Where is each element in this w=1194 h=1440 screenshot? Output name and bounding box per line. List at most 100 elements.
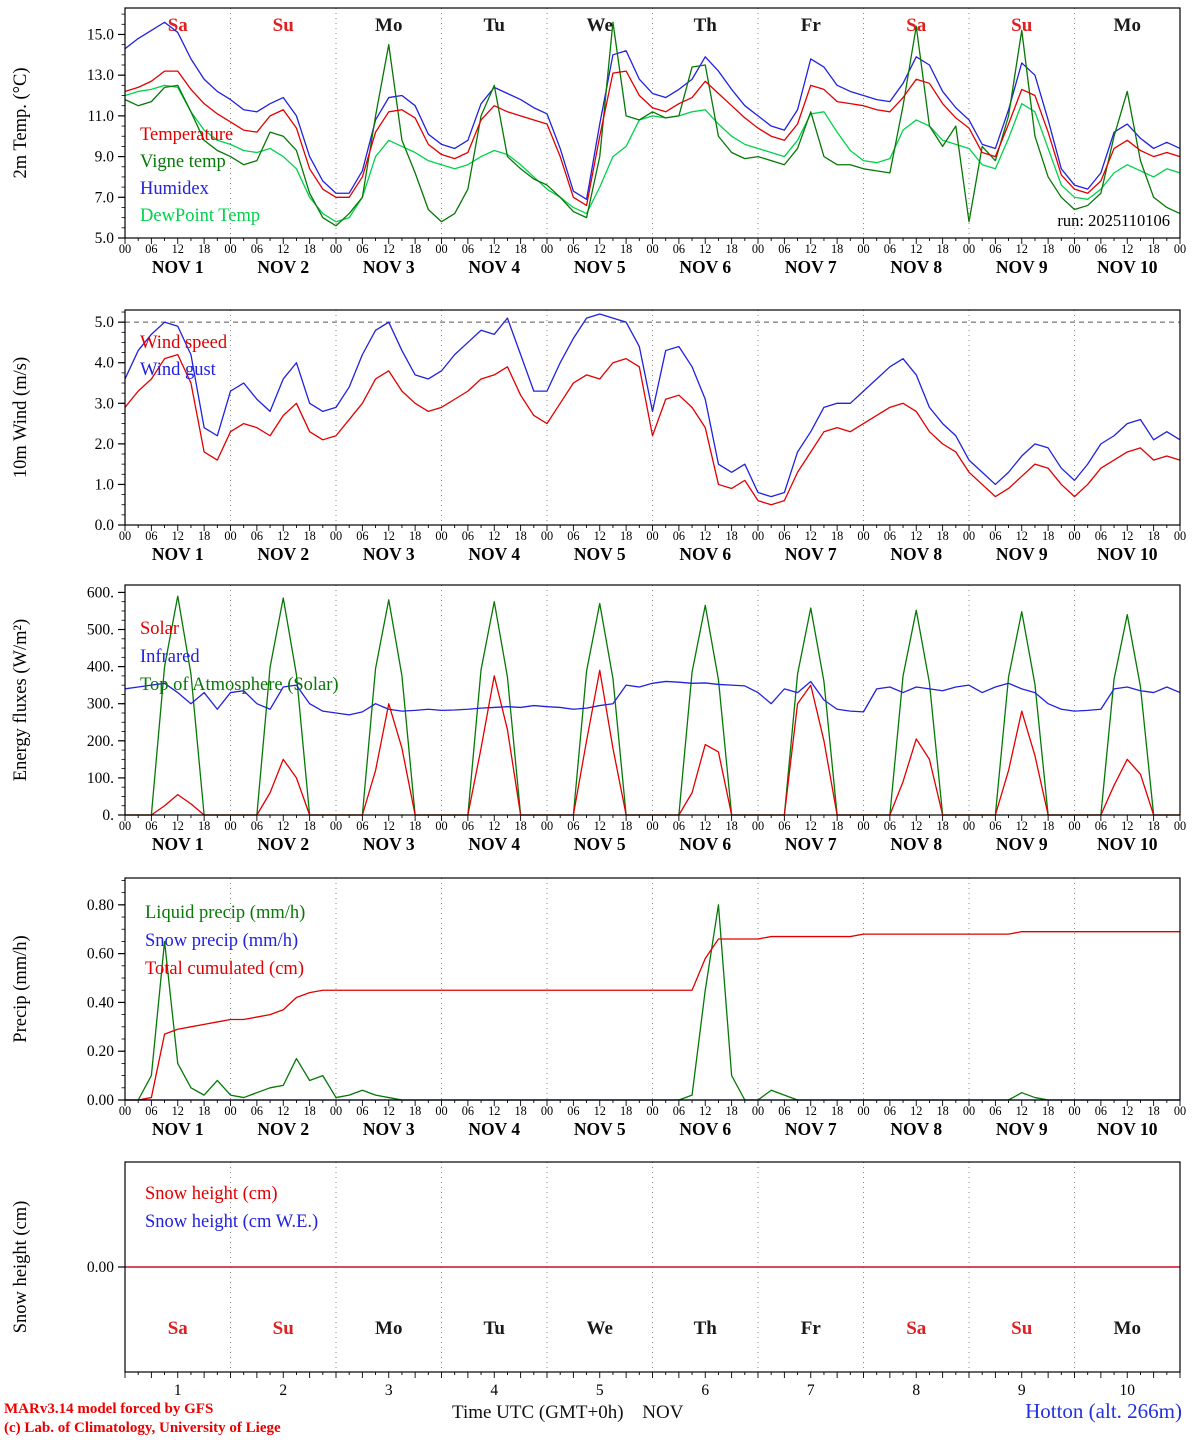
legend-snow: Snow height (cm) Snow height (cm W.E.) [145, 1184, 318, 1232]
x-axis-title: Time UTC (GMT+0h) NOV [452, 1402, 683, 1424]
hour-label: 18 [620, 1104, 632, 1118]
series-temp-dewpoint-temp [124, 84, 1181, 223]
hour-label: 06 [884, 529, 896, 543]
hour-label: 00 [435, 529, 447, 543]
weekday-label: Fr [801, 1318, 822, 1339]
hour-label: 06 [884, 1104, 896, 1118]
hour-label: 00 [224, 242, 236, 256]
nov-day-label: NOV 7 [785, 544, 837, 564]
hour-label: 18 [936, 242, 948, 256]
hour-label: 18 [1147, 529, 1159, 543]
hour-label: 06 [145, 819, 157, 833]
hour-label: 00 [119, 529, 131, 543]
hour-label: 00 [1174, 1104, 1186, 1118]
y-tick-label: 600. [87, 584, 114, 601]
y-tick-label: 400. [87, 659, 114, 676]
hour-label: 12 [594, 819, 606, 833]
legend-item: Solar [140, 619, 179, 639]
nov-day-label: NOV 3 [363, 257, 415, 277]
panel-wind: 0.0 1.0 2.0 3.0 4.0 5.0 00 06 12 18 00 06 12 18 00 06 12… [11, 309, 1186, 564]
hour-label: 06 [989, 1104, 1001, 1118]
hour-label: 18 [409, 1104, 421, 1118]
hour-label: 06 [462, 1104, 474, 1118]
hour-label: 06 [462, 242, 474, 256]
hour-label: 06 [356, 1104, 368, 1118]
nov-day-label: NOV 7 [785, 1119, 837, 1139]
nov-day-label: NOV 1 [152, 257, 204, 277]
hour-label: 06 [778, 1104, 790, 1118]
nov-day-label: NOV 1 [152, 834, 204, 854]
panel-frame [124, 7, 1181, 239]
nov-day-label: NOV 8 [890, 1119, 942, 1139]
hour-label: 00 [330, 529, 342, 543]
hour-label: 06 [778, 242, 790, 256]
panel-frame [124, 877, 1181, 1101]
panel-snow: 0.00 1 2 3 4 5 6 7 8 9 10 Sa Su Mo Tu We Th Fr Sa Su Mo Snow … [11, 1161, 1181, 1399]
hour-label: 06 [462, 819, 474, 833]
panel-frame [124, 309, 1181, 526]
series-wind-wind-gust [124, 313, 1181, 498]
day-number-label: 10 [1120, 1382, 1136, 1399]
nov-day-label: NOV 8 [890, 257, 942, 277]
y-tick-label: 11.0 [87, 108, 114, 125]
nov-day-label: NOV 5 [574, 834, 626, 854]
nov-day-label: NOV 9 [996, 257, 1048, 277]
y-tick-label: 1.0 [95, 476, 115, 493]
hour-label: 12 [594, 529, 606, 543]
hour-label: 00 [1174, 242, 1186, 256]
nov-day-label: NOV 2 [257, 257, 309, 277]
weekday-label: Sa [168, 1318, 189, 1339]
hour-label: 06 [778, 819, 790, 833]
nov-day-label: NOV 1 [152, 1119, 204, 1139]
hour-label: 06 [778, 529, 790, 543]
nov-day-label: NOV 6 [679, 257, 731, 277]
weekday-label: We [587, 15, 613, 36]
y-tick-label: 200. [87, 733, 114, 750]
hour-label: 06 [989, 819, 1001, 833]
hour-label: 06 [673, 242, 685, 256]
hour-label: 00 [857, 242, 869, 256]
hour-label: 06 [567, 242, 579, 256]
hour-label: 12 [1016, 1104, 1028, 1118]
hour-label: 18 [725, 1104, 737, 1118]
hour-label: 00 [435, 1104, 447, 1118]
hour-label: 00 [963, 529, 975, 543]
y-axis-title: Snow height (cm) [11, 1201, 31, 1334]
nov-day-label: NOV 2 [257, 1119, 309, 1139]
legend-item: Total cumulated (cm) [145, 959, 304, 979]
hour-label: 00 [1068, 242, 1080, 256]
hour-label: 00 [646, 529, 658, 543]
nov-day-label: NOV 10 [1097, 544, 1158, 564]
y-tick-label: 9.0 [95, 149, 115, 166]
hour-label: 12 [383, 819, 395, 833]
y-tick-label: 15.0 [87, 26, 114, 43]
hour-label: 12 [910, 819, 922, 833]
y-axis-title: 2m Temp. (°C) [11, 67, 31, 178]
hour-label: 18 [620, 529, 632, 543]
series-temp-vigne-temp [124, 21, 1181, 227]
panel-temp: 5.0 7.0 9.0 11.0 13.0 15.0 00 06 12 18 00 06 12 18 00 0… [11, 7, 1186, 277]
hour-label: 12 [172, 529, 184, 543]
weekday-label: Mo [1114, 1318, 1141, 1339]
hour-label: 00 [119, 819, 131, 833]
y-axis-title: 10m Wind (m/s) [11, 357, 31, 478]
day-number-label: 3 [385, 1382, 393, 1399]
y-tick-label: 0.00 [87, 1259, 114, 1276]
panel-energy: 0. 100. 200. 300. 400. 500. 600. 00 06 12 18 00 06 12… [11, 584, 1186, 854]
run-label: run: 2025110106 [1057, 211, 1170, 230]
legend-item: Vigne temp [140, 152, 226, 172]
hour-label: 00 [1174, 819, 1186, 833]
hour-label: 06 [989, 242, 1001, 256]
lab-credit: (c) Lab. of Climatology, University of L… [4, 1420, 281, 1436]
hour-label: 06 [356, 242, 368, 256]
legend-item: Temperature [140, 125, 233, 145]
hour-label: 12 [383, 529, 395, 543]
series-precip-total-cumulated-cm- [125, 931, 1180, 1101]
hour-label: 00 [857, 529, 869, 543]
hour-label: 12 [1016, 819, 1028, 833]
day-number-label: 1 [174, 1382, 182, 1399]
hour-label: 12 [699, 242, 711, 256]
y-tick-label: 0.80 [87, 897, 114, 914]
hour-label: 18 [831, 1104, 843, 1118]
